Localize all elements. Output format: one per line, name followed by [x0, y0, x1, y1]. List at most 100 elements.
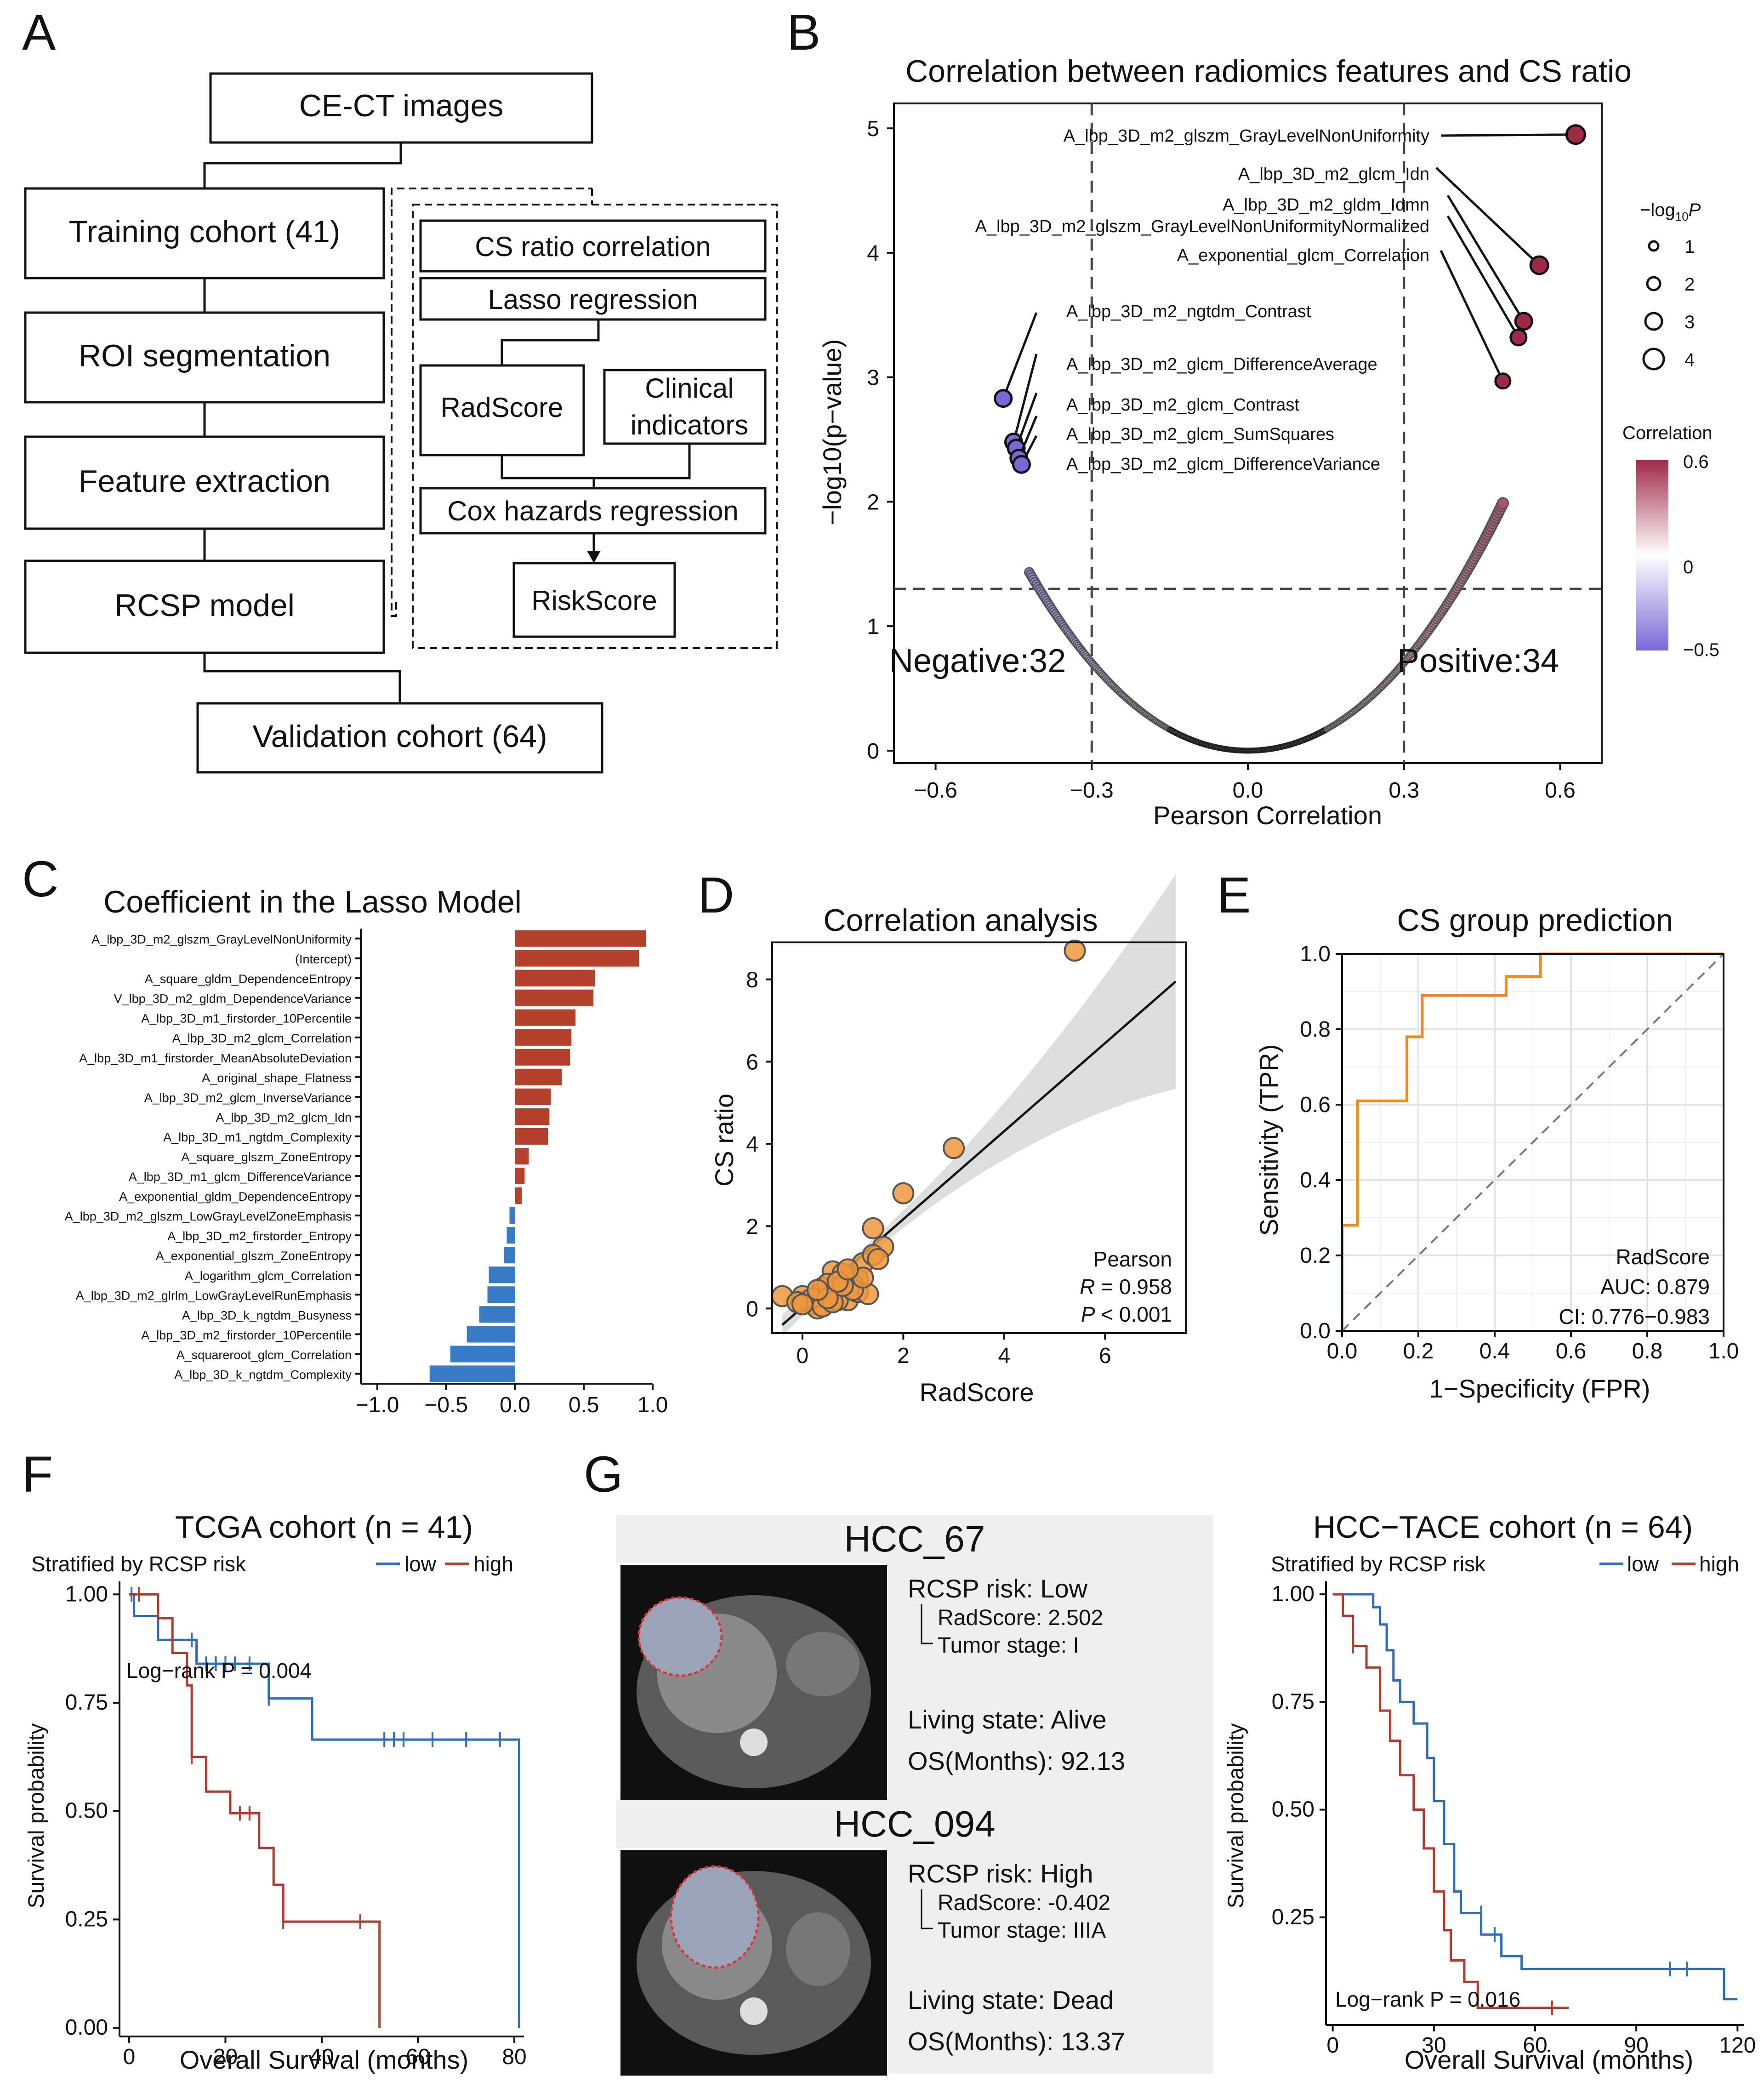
roc-xtick-label: 0.2 — [1403, 1339, 1434, 1363]
km-xtick-label: 20 — [213, 2045, 238, 2069]
box-roi — [24, 311, 385, 404]
correlation-point — [806, 1279, 829, 1301]
box-riskscore — [512, 562, 676, 638]
roc-auc: AUC: 0.879 — [1600, 1275, 1710, 1299]
lasso-category-label: A_logarithm_glcm_Correlation — [185, 1269, 352, 1283]
correlation-stat-p-val: < 0.001 — [1095, 1302, 1172, 1326]
correlation-point — [862, 1217, 884, 1239]
lasso-category-label: A_lbp_3D_m1_firstorder_MeanAbsoluteDevia… — [79, 1051, 352, 1065]
volcano-labeled-point — [1012, 455, 1031, 474]
box-ce-ct — [209, 72, 593, 144]
roc-ytick-label: 0.2 — [1300, 1243, 1331, 1268]
correlation-xtick-label: 0 — [797, 1344, 809, 1368]
volcano-feature-label: A_exponential_glcm_Correlation — [1177, 246, 1429, 265]
size-legend-title-a: −log — [1640, 200, 1675, 220]
flowchart: CE-CT images Training cohort (41) ROI se… — [24, 72, 778, 774]
volcano-point — [1497, 497, 1509, 510]
size-legend-label: 4 — [1684, 350, 1695, 370]
ct-kidney — [786, 1912, 850, 1986]
lasso-bar — [515, 1147, 529, 1165]
roc-xtick-label: 0.8 — [1632, 1339, 1663, 1363]
box-clinical-label-1: Clinical — [645, 373, 734, 404]
roc-ytick-label: 0.4 — [1300, 1168, 1331, 1192]
lasso-plot: Coefficient in the Lasso Model A_lbp_3D_… — [65, 884, 668, 1417]
size-legend: −log10P 1 2 3 4 — [1640, 200, 1701, 371]
box-radscore — [419, 364, 585, 456]
lasso-bar — [515, 1167, 525, 1185]
size-legend-label: 3 — [1684, 312, 1695, 332]
lasso-category-label: V_lbp_3D_m2_gldm_DependenceVariance — [114, 992, 352, 1006]
case2-risk: RCSP risk: High — [908, 1859, 1093, 1888]
lasso-category-label: A_lbp_3D_m2_glszm_GrayLevelNonUniformity — [91, 933, 352, 947]
lasso-category-label: A_lbp_3D_k_ngtdm_Complexity — [174, 1368, 352, 1381]
correlation-stat-r: R = 0.958 — [1080, 1275, 1172, 1299]
color-legend-title: Correlation — [1622, 423, 1713, 443]
box-training-label: Training cohort (41) — [69, 214, 341, 249]
lasso-category-label: A_exponential_gldm_DependenceEntropy — [119, 1190, 352, 1204]
volcano-ytick-label: 2 — [867, 490, 879, 514]
lasso-xtick-label: 0.5 — [569, 1393, 599, 1417]
volcano-feature-label: A_lbp_3D_m2_gldm_Idmn — [1223, 195, 1429, 215]
correlation-xtick-label: 4 — [998, 1344, 1011, 1368]
size-legend-title: −log10P — [1640, 200, 1701, 223]
lasso-bar — [509, 1207, 515, 1224]
volcano-feature-label: A_lbp_3D_m2_glcm_Contrast — [1066, 395, 1299, 415]
case2-radscore: RadScore: -0.402 — [938, 1891, 1110, 1915]
lasso-bar — [504, 1247, 515, 1264]
lasso-title: Coefficient in the Lasso Model — [103, 884, 522, 919]
correlation-ytick-label: 0 — [746, 1297, 758, 1321]
volcano-feature-label: A_lbp_3D_m2_ngtdm_Contrast — [1066, 302, 1311, 321]
km-ytick-label: 0.50 — [1272, 1797, 1314, 1822]
roc-diagonal — [1341, 953, 1724, 1332]
volcano-xtick-label: −0.6 — [914, 778, 957, 803]
km-xtick-label: 90 — [1624, 2033, 1648, 2058]
volcano-leader-line — [1015, 393, 1038, 449]
km-tace-legend-title: Stratified by RCSP risk — [1271, 1552, 1486, 1576]
lasso-bar — [515, 970, 595, 987]
volcano-negative-label: Negative:32 — [889, 643, 1066, 679]
volcano-layer: −0.6 −0.3 0.0 0.3 0.6 0 1 2 3 4 5 A_lbp_3D_m2_glszm… — [867, 103, 1602, 803]
box-rcsp — [24, 559, 385, 654]
lasso-category-label: A_lbp_3D_m2_firstorder_Entropy — [167, 1229, 352, 1243]
box-cs-ratio-corr — [419, 219, 767, 273]
lasso-xtick-label: 1.0 — [637, 1393, 668, 1417]
km-tcga-ylabel: Survival probability — [24, 1723, 49, 1909]
lasso-bar — [489, 1266, 515, 1283]
size-legend-label: 2 — [1684, 274, 1695, 295]
color-legend-tick: 0 — [1683, 557, 1693, 577]
box-rcsp-label: RCSP model — [114, 588, 295, 623]
volcano-title: Correlation between radiomics features a… — [905, 54, 1632, 89]
flow-dashed-panel — [412, 204, 778, 649]
volcano-xtick-label: 0.3 — [1388, 778, 1419, 803]
box-cs-ratio-corr-label: CS ratio correlation — [475, 231, 711, 262]
volcano-leader-line — [1446, 215, 1519, 338]
lasso-category-label: A_lbp_3D_m2_glcm_InverseVariance — [144, 1091, 352, 1105]
correlation-xtick-label: 2 — [897, 1344, 910, 1368]
km-curve-low — [129, 1593, 521, 2028]
ct-stomach — [786, 1632, 859, 1696]
correlation-title: Correlation analysis — [823, 903, 1098, 938]
lasso-category-label: A_lbp_3D_m1_ngtdm_Complexity — [163, 1130, 352, 1144]
correlation-stat-r-val: = 0.958 — [1095, 1275, 1172, 1299]
lasso-category-label: A_squareroot_glcm_Correlation — [176, 1348, 352, 1362]
box-lasso-label: Lasso regression — [488, 284, 698, 315]
km-ytick-label: 0.25 — [1272, 1905, 1314, 1929]
case2-os: OS(Months): 13.37 — [908, 2027, 1125, 2056]
roc-xtick-label: 0.0 — [1327, 1339, 1358, 1363]
lasso-category-label: A_square_glszm_ZoneEntropy — [181, 1150, 352, 1164]
correlation-point — [867, 1248, 889, 1270]
volcano-ytick-label: 3 — [867, 366, 879, 390]
correlation-ytick-label: 8 — [746, 968, 758, 993]
lasso-category-label: A_lbp_3D_m1_firstorder_10Percentile — [141, 1012, 352, 1026]
volcano-ytick-label: 1 — [867, 615, 879, 639]
roc-layer: 0.00.0 0.2 0.2 0.4 0.4 0.6 0.6 0.8 0.8 1.0 1.0 — [1300, 942, 1739, 1363]
lasso-bar — [515, 1128, 548, 1145]
volcano-xlabel: Pearson Correlation — [1153, 801, 1382, 830]
km-ytick-label: 1.00 — [1272, 1582, 1314, 1606]
km-tace-legend-high: high — [1699, 1552, 1739, 1576]
lasso-layer: A_lbp_3D_m2_glszm_GrayLevelNonUniformity… — [65, 929, 668, 1417]
volcano-feature-label: A_lbp_3D_m2_glcm_SumSquares — [1066, 425, 1334, 444]
km-tcga-legend-low: low — [404, 1552, 437, 1576]
volcano-plot: Correlation between radiomics features a… — [818, 54, 1719, 830]
volcano-ytick-label: 5 — [867, 117, 879, 141]
